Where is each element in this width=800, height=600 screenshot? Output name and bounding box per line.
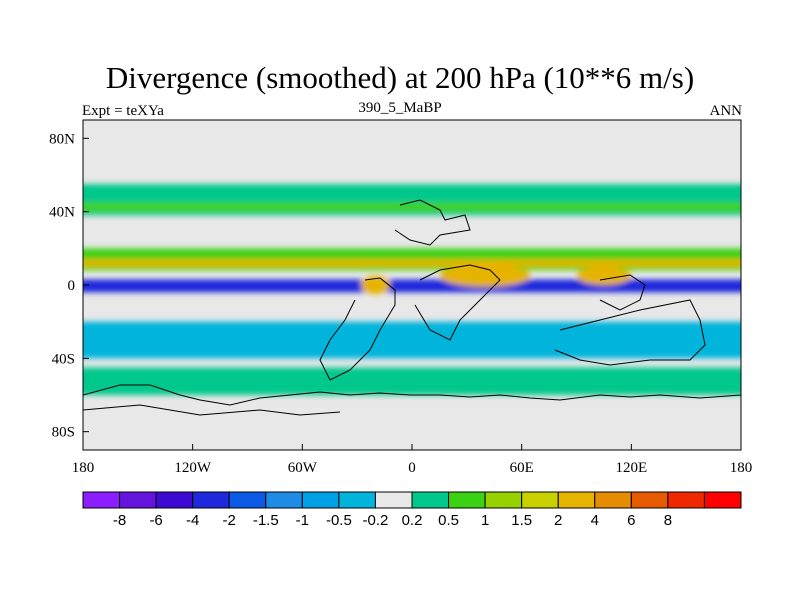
coastlines bbox=[83, 199, 741, 416]
colorbar-label-13: 4 bbox=[591, 512, 599, 529]
field-band-6 bbox=[83, 367, 741, 395]
colorbar-swatch-1 bbox=[119, 491, 157, 509]
colorbar-label-2: -4 bbox=[186, 512, 199, 529]
season-label: ANN bbox=[709, 103, 743, 119]
africa-coastline bbox=[414, 264, 501, 341]
colorbar-swatch-16 bbox=[667, 491, 705, 509]
y-tick-label-0: 80N bbox=[49, 131, 75, 147]
field-feature-0 bbox=[439, 264, 531, 287]
colorbar-label-5: -1 bbox=[296, 512, 309, 529]
colorbar-swatch-11 bbox=[484, 491, 523, 509]
y-axis-ticks: 80N 40N 0 40S 80S bbox=[49, 131, 89, 441]
colorbar-swatch-12 bbox=[521, 491, 559, 509]
southern-ice-edge bbox=[83, 404, 341, 416]
colorbar-swatch-13 bbox=[557, 491, 596, 509]
colorbar-label-8: 0.2 bbox=[402, 512, 423, 529]
colorbar-label-9: 0.5 bbox=[438, 512, 459, 529]
colorbar-swatch-6 bbox=[301, 491, 340, 509]
colorbar-swatch-4 bbox=[228, 491, 267, 509]
colorbar-swatch-3 bbox=[192, 491, 230, 509]
colorbar-label-7: -0.2 bbox=[363, 512, 389, 529]
colorbar-label-15: 8 bbox=[664, 512, 672, 529]
colorbar-label-11: 1.5 bbox=[511, 512, 532, 529]
colorbar-label-6: -0.5 bbox=[326, 512, 352, 529]
south-america-coastline bbox=[319, 277, 396, 381]
asia-coastline bbox=[599, 274, 646, 311]
colorbar-label-0: -8 bbox=[113, 512, 126, 529]
colorbar-swatch-8 bbox=[374, 491, 413, 509]
field-band-2 bbox=[83, 248, 741, 271]
x-tick-label-6: 180 bbox=[730, 460, 753, 476]
colorbar-label-12: 2 bbox=[554, 512, 562, 529]
field-feature-1 bbox=[576, 266, 632, 286]
colorbar-swatch-0 bbox=[82, 491, 121, 509]
australia-coastline bbox=[554, 299, 706, 366]
x-tick-label-4: 60E bbox=[510, 460, 534, 476]
colorbar-label-10: 1 bbox=[481, 512, 489, 529]
colorbar: -8 -6 -4 -2 -1.5 -1 -0.5 -0.2 0.2 0.5 1 1.5 2 4 6 8 bbox=[82, 491, 742, 529]
field-shading bbox=[83, 184, 741, 395]
map-title: Divergence (smoothed) at 200 hPa (10**6 … bbox=[105, 60, 695, 95]
x-tick-label-2: 60W bbox=[288, 460, 318, 476]
colorbar-swatch-17 bbox=[703, 491, 742, 509]
colorbar-label-1: -6 bbox=[149, 512, 162, 529]
field-band-4 bbox=[83, 279, 741, 293]
x-tick-label-3: 0 bbox=[408, 460, 416, 476]
field-feature-3 bbox=[83, 279, 124, 291]
x-tick-label-0: 180 bbox=[72, 460, 95, 476]
colorbar-swatch-5 bbox=[265, 491, 303, 509]
colorbar-swatch-10 bbox=[448, 491, 486, 509]
antarctica-coastline bbox=[83, 384, 741, 406]
experiment-label: Expt = teXYa bbox=[82, 103, 164, 119]
colorbar-label-3: -2 bbox=[223, 512, 236, 529]
case-label: 390_5_MaBP bbox=[358, 100, 442, 116]
colorbar-swatch-2 bbox=[155, 491, 194, 509]
field-band-3 bbox=[83, 259, 741, 267]
y-tick-label-3: 40S bbox=[52, 351, 75, 367]
colorbar-swatch-14 bbox=[594, 491, 632, 509]
y-tick-label-1: 40N bbox=[49, 205, 75, 221]
field-band-5 bbox=[83, 321, 741, 359]
divergence-field bbox=[83, 184, 741, 395]
x-tick-label-1: 120W bbox=[174, 460, 212, 476]
x-tick-label-5: 120E bbox=[615, 460, 647, 476]
colorbar-swatch-9 bbox=[411, 491, 450, 509]
colorbar-label-14: 6 bbox=[627, 512, 635, 529]
field-band-1 bbox=[83, 202, 741, 212]
eurasia-coastline bbox=[394, 199, 471, 246]
colorbar-swatch-15 bbox=[630, 491, 669, 509]
colorbar-label-4: -1.5 bbox=[253, 512, 279, 529]
y-tick-label-2: 0 bbox=[68, 278, 76, 294]
x-axis-ticks: 180 120W 60W 0 60E 120E 180 bbox=[72, 444, 753, 476]
y-tick-label-4: 80S bbox=[52, 425, 75, 441]
colorbar-swatch-7 bbox=[338, 491, 376, 509]
